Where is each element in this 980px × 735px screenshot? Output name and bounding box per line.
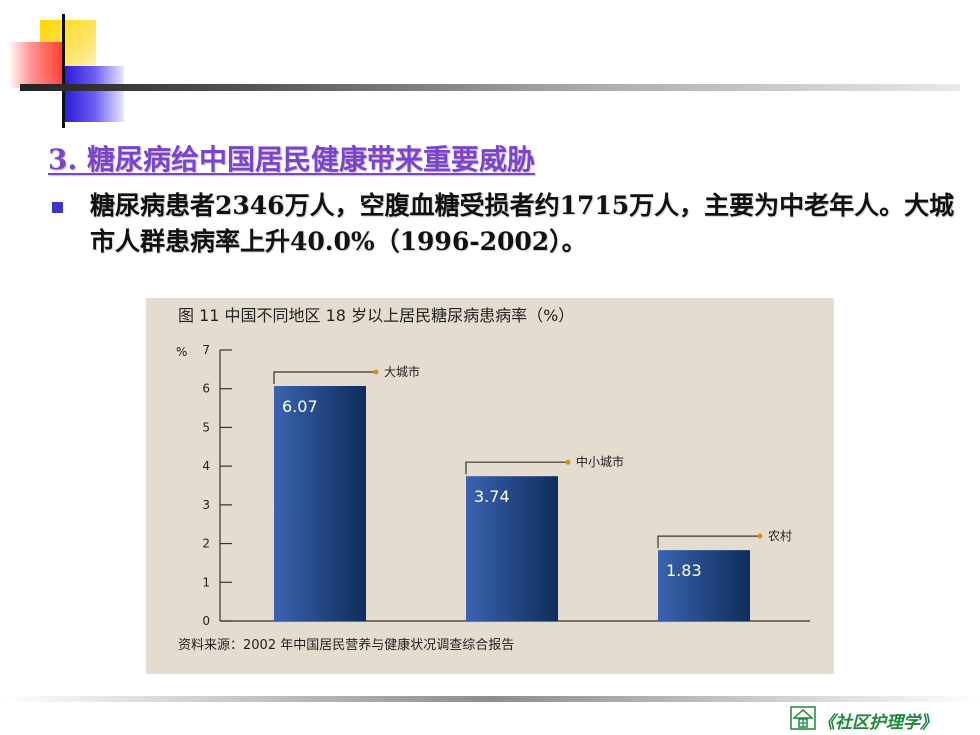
leader-dot [373, 369, 379, 375]
y-tick-label: 3 [202, 498, 210, 512]
house-logo-icon [790, 706, 816, 730]
chart-panel: 图 11 中国不同地区 18 岁以上居民糖尿病患病率（%） % 0 1 2 3 4 5 6 7… [146, 298, 834, 674]
category-label: 农村 [768, 529, 792, 543]
bar-value-label: 1.83 [666, 561, 702, 580]
bar [658, 550, 750, 621]
category-leader-line [657, 535, 758, 549]
footer-rule [0, 696, 980, 702]
y-tick-label: 6 [202, 382, 210, 396]
bar-value-label: 3.74 [474, 487, 510, 506]
y-tick-label: 0 [202, 614, 210, 628]
decor-horizontal-rule [20, 84, 960, 91]
category-leader-line [465, 461, 566, 475]
slide-title: 3. 糖尿病给中国居民健康带来重要威胁 [48, 143, 535, 176]
category-label: 中小城市 [576, 454, 624, 469]
decor-red-square [8, 42, 64, 88]
y-tick-label: 4 [202, 459, 210, 473]
decor-blue-square [64, 66, 124, 122]
y-axis-label: % [176, 345, 187, 359]
y-tick-label: 2 [202, 537, 210, 551]
bar [274, 386, 366, 621]
leader-dot [565, 459, 571, 465]
y-tick-label: 7 [202, 343, 210, 357]
chart-title: 图 11 中国不同地区 18 岁以上居民糖尿病患病率（%） [178, 306, 574, 325]
bar-value-label: 6.07 [282, 397, 318, 416]
decor-vertical-line [62, 14, 65, 128]
bullet-square-icon [52, 202, 63, 213]
source-note: 资料来源：2002 年中国居民营养与健康状况调查综合报告 [178, 637, 514, 653]
y-tick-label: 5 [202, 420, 210, 434]
bar [466, 476, 558, 621]
bar-chart: 图 11 中国不同地区 18 岁以上居民糖尿病患病率（%） % 0 1 2 3 4 5 6 7… [176, 306, 810, 653]
category-label: 大城市 [384, 364, 420, 379]
y-tick-label: 1 [202, 575, 210, 589]
category-leader-line [273, 371, 374, 385]
bullet-text: 糖尿病患者2346万人，空腹血糖受损者约1715万人，主要为中老年人。大城市人群… [90, 191, 955, 256]
course-name: 《社区护理学》 [818, 713, 937, 733]
leader-dot [757, 533, 763, 539]
